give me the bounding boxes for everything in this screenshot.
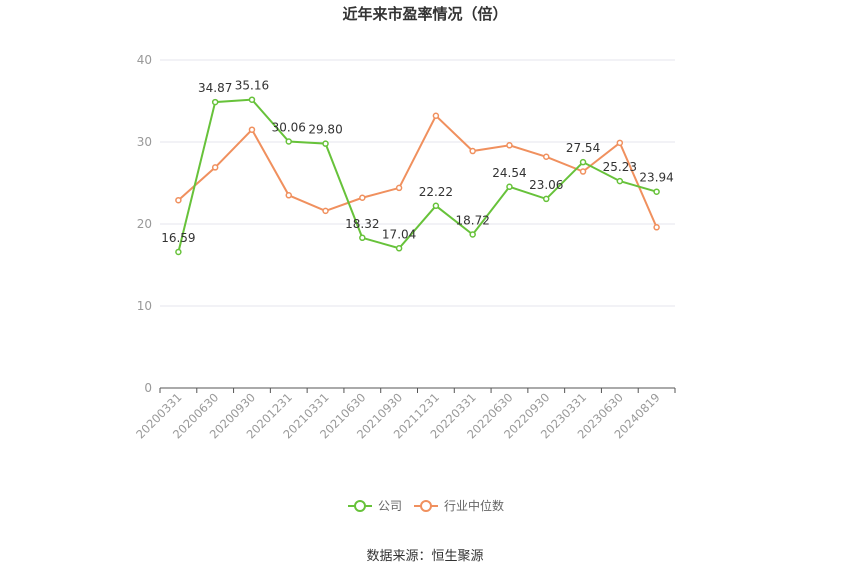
data-point-0[interactable] [211,98,219,106]
data-point-0[interactable] [322,140,329,147]
y-tick-label: 20 [137,217,152,231]
data-label: 34.87 [198,81,232,95]
data-point-0[interactable] [506,183,513,191]
chart-title: 近年来市盈率情况（倍） [342,5,507,23]
source-note: 数据来源：恒生聚源 [366,549,483,564]
grid-lines [160,59,675,307]
data-point-1[interactable] [285,192,292,199]
data-label: 17.04 [382,227,416,241]
series-points [175,96,660,256]
legend[interactable]: 公司 行业中位数 [348,498,504,513]
data-point-1[interactable] [432,112,440,120]
x-axis-ticks: 2020033120200630202009302020123120210331… [133,390,663,441]
y-tick-label: 10 [137,299,152,313]
data-point-0[interactable] [579,158,587,166]
y-tick-label: 0 [144,381,152,395]
data-label: 22.22 [419,185,453,199]
data-point-0[interactable] [359,234,366,242]
data-label: 18.72 [455,213,489,227]
legend-label: 公司 [378,499,402,513]
data-point-0[interactable] [175,248,182,256]
data-point-1[interactable] [322,207,329,215]
series-lines [177,98,658,253]
data-point-1[interactable] [616,139,624,147]
data-point-1[interactable] [248,126,256,133]
axes [159,387,676,393]
data-point-0[interactable] [395,245,403,252]
data-point-1[interactable] [506,142,513,149]
legend-label: 行业中位数 [444,498,504,513]
y-tick-label: 30 [137,135,152,149]
data-point-0[interactable] [469,231,476,238]
series-line-0 [177,98,657,253]
data-point-0[interactable] [616,177,624,185]
data-point-0[interactable] [248,96,256,103]
data-point-1[interactable] [211,164,219,171]
data-point-0[interactable] [543,195,550,203]
data-label: 25.23 [603,160,637,174]
data-point-0[interactable] [432,202,440,210]
data-label: 30.06 [272,121,306,135]
data-label: 24.54 [492,166,526,180]
data-label: 27.54 [566,141,600,155]
y-tick-label: 40 [137,53,152,67]
data-point-1[interactable] [175,196,182,204]
data-point-1[interactable] [543,153,550,161]
data-point-1[interactable] [395,184,403,192]
legend-marker [420,500,432,512]
data-point-1[interactable] [579,168,587,175]
data-label: 35.16 [235,79,269,93]
legend-marker [354,500,366,512]
data-label: 23.94 [639,171,673,185]
data-point-1[interactable] [653,224,660,231]
data-point-1[interactable] [469,147,476,155]
legend-item-0[interactable]: 公司 [348,499,402,513]
data-point-1[interactable] [359,194,366,202]
data-label: 18.32 [345,217,379,231]
y-axis-ticks: 0 10 20 30 40 [137,53,152,395]
legend-item-1[interactable]: 行业中位数 [414,498,504,513]
data-label: 16.59 [161,231,195,245]
data-label: 29.80 [308,123,342,137]
data-point-0[interactable] [653,188,660,195]
data-label: 23.06 [529,178,563,192]
data-point-0[interactable] [285,138,292,145]
